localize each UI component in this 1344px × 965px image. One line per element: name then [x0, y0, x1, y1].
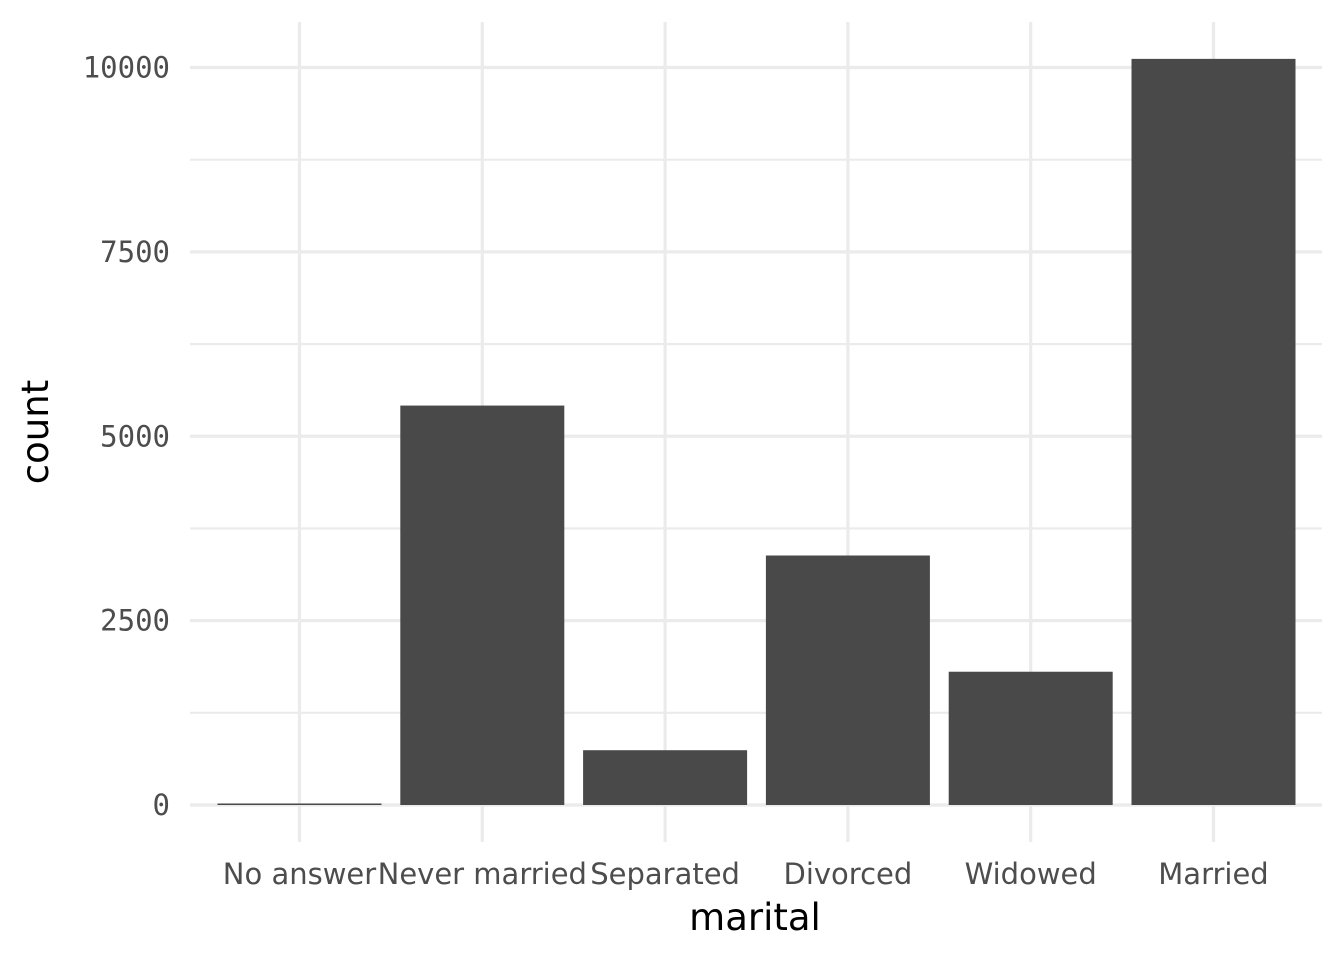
x-axis-title: marital: [689, 896, 821, 939]
x-axis-tick-labels: No answer Never married Separated Divorced W…: [223, 857, 1269, 891]
bar-married: [1131, 58, 1296, 805]
bar-never-married: [400, 405, 565, 805]
y-tick-label: 2500: [100, 604, 170, 638]
y-tick-label: 10000: [83, 51, 170, 85]
x-tick-label: Widowed: [965, 857, 1097, 891]
y-axis-tick-labels: 0 2500 5000 7500 10000: [83, 51, 170, 823]
bars: [217, 58, 1296, 805]
bar-widowed: [948, 671, 1113, 805]
bar-separated: [583, 750, 748, 805]
x-tick-label: No answer: [223, 857, 376, 891]
y-tick-label: 7500: [100, 235, 170, 269]
x-tick-label: Divorced: [784, 857, 913, 891]
x-tick-label: Married: [1158, 857, 1268, 891]
x-tick-label: Separated: [590, 857, 740, 891]
y-tick-label: 5000: [100, 419, 170, 453]
bar-no-answer: [217, 803, 382, 805]
bar-divorced: [765, 555, 930, 805]
y-tick-label: 0: [153, 788, 170, 822]
y-axis-title: count: [14, 380, 57, 484]
x-tick-label: Never married: [378, 857, 587, 891]
